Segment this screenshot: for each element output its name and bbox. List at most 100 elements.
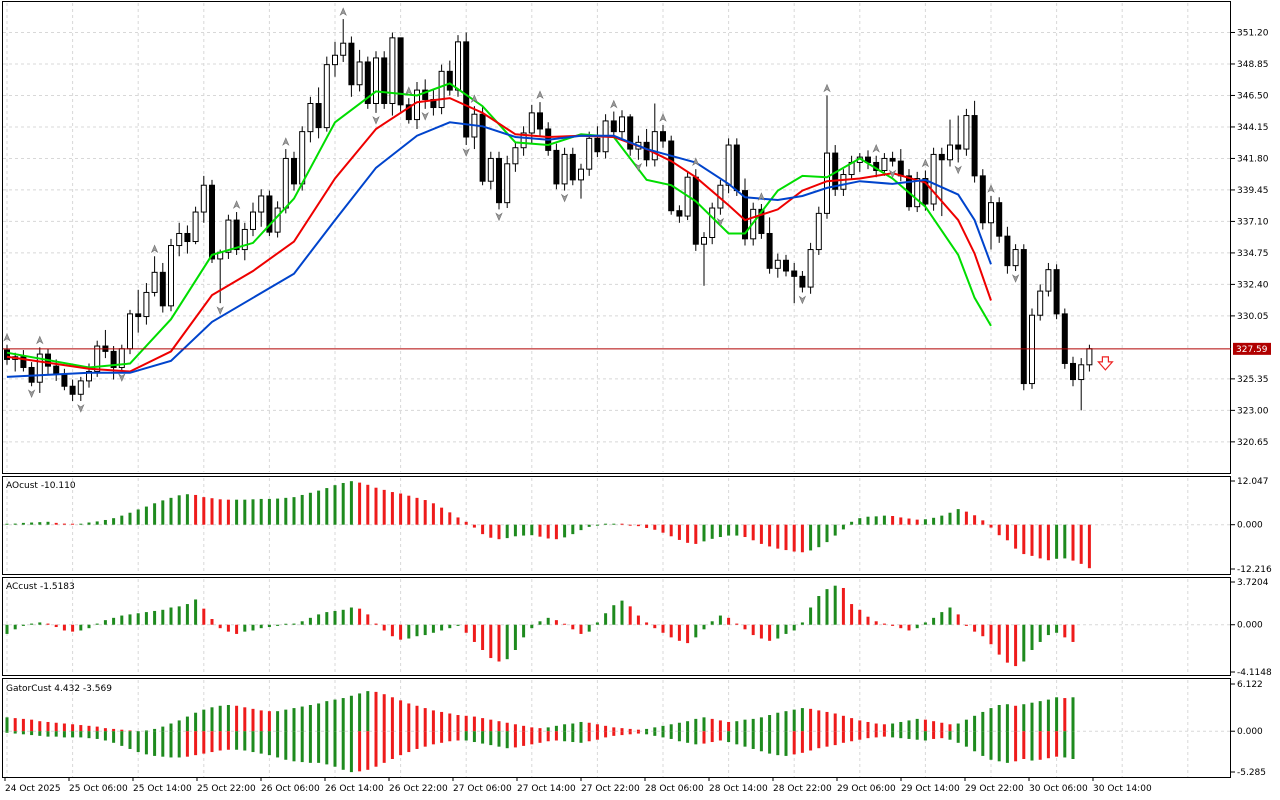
time-axis-label: 25 Oct 22:00: [197, 784, 256, 794]
candle: [94, 340, 101, 377]
candle: [692, 169, 699, 251]
fractal-down-marker: [372, 116, 380, 125]
candle: [479, 106, 486, 186]
candle: [151, 256, 158, 297]
time-axis-label: 25 Oct 06:00: [69, 784, 128, 794]
time-axis-label: 30 Oct 14:00: [1093, 784, 1152, 794]
candle: [20, 350, 27, 372]
price-tick-label: 337.10: [1237, 217, 1269, 227]
fractal-down-marker: [421, 112, 429, 121]
candle: [291, 151, 297, 191]
panel-frames: [2, 1, 1231, 778]
price-panel-frame: [2, 1, 1231, 474]
price-tick-label: 344.15: [1237, 123, 1269, 133]
fractal-down-marker: [798, 295, 807, 305]
ao-panel-frame: [2, 476, 1231, 575]
fractal-down-marker: [1011, 274, 1020, 283]
candle: [586, 131, 593, 176]
moving-average-line: [6, 121, 992, 378]
fractal-up-marker: [823, 83, 831, 93]
candle: [496, 151, 502, 210]
candle: [947, 119, 953, 167]
candle: [815, 206, 822, 255]
indicator-tick-label: 3.7204: [1237, 578, 1269, 588]
candle: [799, 271, 806, 293]
price-tick-label: 341.80: [1237, 154, 1269, 164]
gator-title: GatorCust 4.432 -3.569: [6, 684, 112, 694]
candle: [192, 206, 199, 245]
candle: [69, 379, 76, 401]
candle: [110, 346, 117, 380]
candle: [332, 41, 338, 77]
candle: [348, 36, 355, 97]
candle: [397, 37, 404, 112]
candle: [1078, 358, 1085, 411]
candle: [143, 283, 150, 325]
price-panel[interactable]: [3, 7, 1231, 413]
ao-panel[interactable]: [5, 481, 1091, 569]
gator-panel[interactable]: [5, 691, 1075, 773]
candle: [553, 143, 560, 190]
candle: [61, 368, 68, 391]
candle: [258, 189, 265, 227]
candle: [569, 147, 576, 186]
candle: [1020, 244, 1027, 391]
candle: [340, 19, 347, 62]
candle: [537, 102, 543, 136]
time-axis-label: 26 Oct 22:00: [389, 784, 448, 794]
candle: [422, 79, 429, 109]
time-axis-label: 28 Oct 22:00: [773, 784, 832, 794]
current-price-label: 327.59: [1236, 345, 1268, 355]
candle: [807, 242, 814, 294]
fractal-down-marker: [216, 306, 224, 315]
candle: [610, 111, 617, 137]
gator-tick-label: 0.000: [1237, 727, 1263, 737]
fractal-up-marker: [339, 7, 347, 16]
candle: [619, 110, 625, 139]
candle: [176, 222, 183, 257]
fractal-up-marker: [282, 137, 290, 146]
ac-panel[interactable]: [5, 585, 1075, 667]
candle: [135, 289, 142, 333]
candle: [307, 96, 314, 143]
candle: [889, 151, 896, 167]
fractal-down-marker: [634, 162, 643, 172]
time-axis-label: 27 Oct 22:00: [581, 784, 640, 794]
candle: [651, 103, 658, 167]
candle: [783, 254, 789, 277]
candle: [414, 82, 420, 129]
fractal-up-marker: [659, 113, 667, 122]
gator-tick-label: 6.122: [1237, 680, 1263, 690]
candle: [660, 124, 666, 148]
indicator-tick-label: -4.1148: [1237, 668, 1272, 678]
candle: [323, 56, 330, 132]
candle: [963, 108, 970, 156]
fractal-down-marker: [888, 169, 897, 179]
gator-tick-label: -5.285: [1237, 768, 1266, 778]
grid-lines: [3, 3, 1231, 777]
price-tick-label: 348.85: [1237, 60, 1269, 70]
time-axis-label: 25 Oct 14:00: [133, 784, 192, 794]
candle: [520, 126, 527, 156]
candle: [487, 151, 494, 190]
candle: [1004, 226, 1011, 274]
fractal-up-marker: [692, 157, 700, 166]
fractal-down-marker: [462, 148, 470, 157]
candle: [12, 352, 19, 372]
fractal-down-marker: [118, 373, 126, 382]
candle: [578, 163, 584, 199]
candle: [1061, 308, 1068, 369]
indicator-tick-label: 0.000: [1237, 521, 1263, 531]
candle: [241, 222, 248, 261]
candle: [627, 114, 634, 156]
candle: [266, 190, 273, 237]
fractal-down-marker: [716, 217, 725, 227]
candle: [127, 309, 133, 355]
price-tick-label: 351.20: [1237, 28, 1269, 38]
fractal-down-marker: [495, 212, 503, 222]
current-price-badge: [1233, 342, 1271, 355]
candle: [4, 344, 10, 365]
time-axis-label: 28 Oct 14:00: [709, 784, 768, 794]
candle: [381, 51, 388, 109]
